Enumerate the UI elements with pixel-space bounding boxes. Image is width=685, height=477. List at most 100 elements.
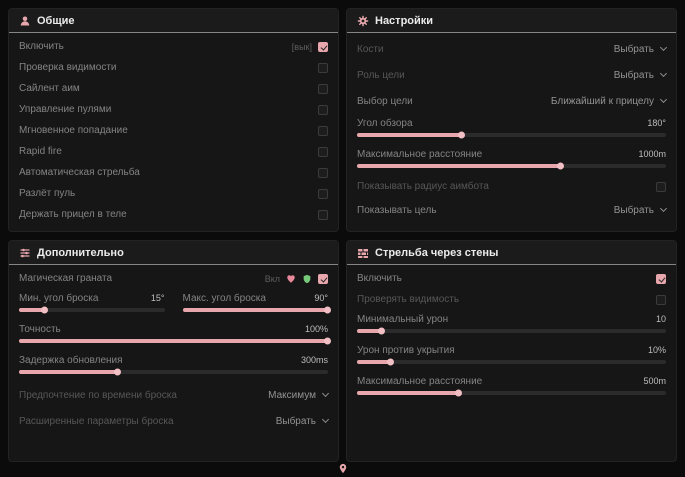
target-role-dropdown[interactable]: Выбрать: [613, 69, 668, 81]
dropdown-value: Выбрать: [613, 69, 654, 81]
panel-title: Общие: [37, 14, 75, 27]
slider-knob[interactable]: [454, 389, 462, 397]
panel-title: Настройки: [375, 14, 434, 27]
enable-checkbox[interactable]: [656, 273, 666, 284]
toggle-label: Автоматическая стрельба: [19, 167, 140, 178]
dropdown-label: Роль цели: [357, 69, 405, 81]
panel-title: Стрельба через стены: [375, 246, 499, 259]
slider-knob[interactable]: [386, 358, 394, 366]
slider-track[interactable]: [19, 337, 331, 345]
checkbox[interactable]: [318, 188, 328, 199]
toggle-label: Rapid fire: [19, 146, 62, 157]
slider-knob[interactable]: [324, 337, 331, 345]
slider-label: Максимальное расстояние: [357, 148, 483, 160]
panel-general: Общие Включить [вык] Проверка видимости …: [8, 8, 339, 232]
damage-vs-cover-slider: Урон против укрытия 10%: [357, 341, 666, 372]
slider-track[interactable]: [182, 306, 331, 314]
dropdown-row-bones: Кости Выбрать: [357, 36, 668, 62]
slider-label: Минимальный урон: [357, 313, 449, 325]
slider-track[interactable]: [357, 131, 666, 139]
panel-title: Дополнительно: [37, 246, 124, 259]
toggle-label: Проверять видимость: [357, 294, 460, 305]
toggle-label: Проверка видимости: [19, 62, 117, 73]
sliders-icon: [19, 247, 31, 259]
slider-label: Макс. угол броска: [182, 292, 266, 304]
target-selection-dropdown[interactable]: Ближайший к прицелу: [550, 95, 668, 107]
slider-track[interactable]: [19, 306, 165, 314]
toggle-row-check-visibility: Проверять видимость: [357, 289, 666, 310]
max-distance-slider: Максимальное расстояние 500m: [357, 372, 666, 403]
slider-track[interactable]: [357, 358, 666, 366]
dropdown-row-advanced-throw-params: Расширенные параметры броска Выбрать: [19, 408, 330, 434]
dropdown-label: Показывать цель: [357, 204, 437, 216]
min-damage-slider: Минимальный урон 10: [357, 310, 666, 341]
dropdown-label: Расширенные параметры броска: [19, 415, 174, 427]
dropdown-row-target-role: Роль цели Выбрать: [357, 62, 668, 88]
slider-knob[interactable]: [113, 368, 121, 376]
slider-knob[interactable]: [377, 327, 385, 335]
accuracy-slider: Точность 100%: [19, 320, 331, 351]
dropdown-value: Максимум: [268, 389, 316, 401]
checkbox[interactable]: [318, 209, 328, 220]
slider-knob[interactable]: [324, 306, 331, 314]
slider-value: 10%: [647, 345, 666, 355]
slider-fill: [19, 368, 121, 376]
slider-fill: [357, 131, 466, 139]
dropdown-row-target-selection: Выбор цели Ближайший к прицелу: [357, 88, 668, 114]
throw-time-preference-dropdown[interactable]: Максимум: [268, 389, 330, 401]
max-distance-slider: Максимальное расстояние 1000m: [357, 145, 666, 176]
slider-knob[interactable]: [41, 306, 49, 314]
slider-track[interactable]: [357, 389, 666, 397]
dropdown-value: Выбрать: [613, 204, 654, 216]
slider-label: Максимальное расстояние: [357, 375, 483, 387]
slider-value: 90°: [314, 293, 328, 303]
show-target-dropdown[interactable]: Выбрать: [613, 204, 668, 216]
dropdown-value: Выбрать: [275, 415, 316, 427]
enable-checkbox[interactable]: [318, 41, 328, 52]
toggle-label: Мгновенное попадание: [19, 125, 128, 136]
slider-label: Урон против укрытия: [357, 344, 455, 356]
slider-label: Мин. угол броска: [19, 292, 99, 304]
checkbox[interactable]: [318, 104, 328, 115]
slider-track[interactable]: [357, 327, 666, 335]
toggle-label: Разлёт пуль: [19, 188, 76, 199]
chevron-down-icon: [659, 69, 668, 78]
checkbox[interactable]: [318, 125, 328, 136]
checkbox[interactable]: [318, 83, 328, 94]
dropdown-row-show-target: Показывать цель Выбрать: [357, 197, 668, 223]
toggle-label: Показывать радиус аимбота: [357, 181, 489, 192]
dropdown-label: Выбор цели: [357, 95, 413, 107]
slider-label: Угол обзора: [357, 117, 413, 129]
chevron-down-icon: [659, 43, 668, 52]
bones-dropdown[interactable]: Выбрать: [613, 43, 668, 55]
checkbox[interactable]: [656, 294, 666, 305]
dropdown-value: Ближайший к прицелу: [550, 95, 654, 107]
slider-fill: [19, 337, 331, 345]
panel-extra-header: Дополнительно: [9, 241, 338, 265]
shield-icon: [302, 274, 312, 284]
checkbox[interactable]: [318, 62, 328, 73]
advanced-throw-params-dropdown[interactable]: Выбрать: [275, 415, 330, 427]
magic-grenade-checkbox[interactable]: [318, 273, 328, 284]
toggle-row-visibility-check: Проверка видимости: [19, 57, 328, 78]
slider-track[interactable]: [357, 162, 666, 170]
slider-track[interactable]: [19, 368, 328, 376]
checkbox[interactable]: [318, 146, 328, 157]
person-icon: [19, 15, 31, 27]
toggle-row-rapid-fire: Rapid fire: [19, 141, 328, 162]
chevron-down-icon: [659, 95, 668, 104]
dropdown-row-throw-time-preference: Предпочтение по времени броска Максимум: [19, 382, 330, 408]
toggle-row-bullet-control: Управление пулями: [19, 99, 328, 120]
slider-value: 500m: [643, 376, 666, 386]
checkbox[interactable]: [656, 181, 666, 192]
toggle-row-magic-grenade: Магическая граната Вкл: [19, 268, 328, 289]
slider-knob[interactable]: [458, 131, 466, 139]
panel-settings: Настройки Кости Выбрать Роль цели Выбрат…: [346, 8, 677, 232]
checkbox[interactable]: [318, 167, 328, 178]
max-throw-angle-slider: Макс. угол броска 90°: [182, 289, 331, 320]
dropdown-value: Выбрать: [613, 43, 654, 55]
slider-knob[interactable]: [556, 162, 564, 170]
slider-value: 100%: [304, 324, 328, 334]
wall-icon: [357, 247, 369, 259]
panel-walls-header: Стрельба через стены: [347, 241, 676, 265]
